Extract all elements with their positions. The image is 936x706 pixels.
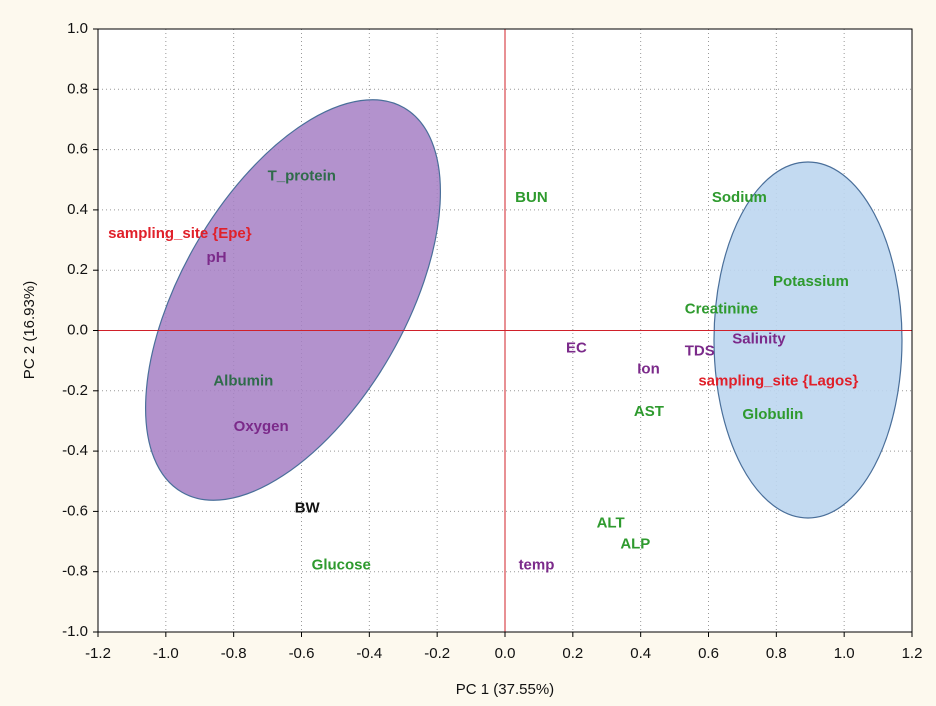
y-tick-label: -0.6 bbox=[62, 502, 88, 519]
y-tick-label: -0.8 bbox=[62, 563, 88, 580]
x-tick-label: -0.4 bbox=[356, 645, 382, 662]
y-tick-label: -0.2 bbox=[62, 382, 88, 399]
lagos-cluster-ellipse bbox=[713, 161, 903, 519]
point-label: Ion bbox=[637, 361, 660, 378]
point-label: BW bbox=[295, 499, 321, 516]
points: T_protein sampling_site {Epe} pH Albumin Oxy… bbox=[108, 168, 858, 574]
x-tick-label: -0.8 bbox=[221, 645, 247, 662]
x-tick-label: 1.2 bbox=[902, 645, 923, 662]
point-label: sampling_site {Epe} bbox=[108, 225, 252, 242]
point-label: Glucose bbox=[312, 557, 371, 574]
x-tick-label: -1.0 bbox=[153, 645, 179, 662]
x-tick-label: -0.6 bbox=[289, 645, 315, 662]
x-tick-label: 1.0 bbox=[834, 645, 855, 662]
x-tick-label: -1.2 bbox=[85, 645, 111, 662]
point-label: ALT bbox=[597, 514, 625, 531]
point-label: Salinity bbox=[732, 331, 786, 348]
point-label: TDS bbox=[685, 343, 715, 360]
epe-cluster-ellipse bbox=[144, 99, 442, 501]
point-label: sampling_site {Lagos} bbox=[698, 373, 858, 390]
x-tick-label: 0.0 bbox=[495, 645, 516, 662]
y-tick-label: 0.6 bbox=[67, 141, 88, 158]
point-label: temp bbox=[519, 557, 555, 574]
x-tick-label: 0.2 bbox=[562, 645, 583, 662]
y-tick-label: 1.0 bbox=[67, 20, 88, 37]
point-label: BUN bbox=[515, 189, 548, 206]
x-tick-label: 0.8 bbox=[766, 645, 787, 662]
y-tick-label: 0.2 bbox=[67, 261, 88, 278]
y-tick-label: 0.0 bbox=[67, 321, 88, 338]
reference-lines bbox=[98, 29, 912, 632]
x-tick-label: 0.6 bbox=[698, 645, 719, 662]
y-tick-label: -1.0 bbox=[62, 623, 88, 640]
point-label: Potassium bbox=[773, 273, 849, 290]
point-label: pH bbox=[207, 249, 227, 266]
y-tick-label: 0.8 bbox=[67, 80, 88, 97]
point-label: Creatinine bbox=[685, 300, 758, 317]
y-tick-label: -0.4 bbox=[62, 442, 88, 459]
y-tick-label: 0.4 bbox=[67, 201, 88, 218]
x-axis-label: PC 1 (37.55%) bbox=[456, 681, 554, 698]
point-label: Sodium bbox=[712, 189, 767, 206]
x-tick-label: 0.4 bbox=[630, 645, 651, 662]
x-tick-label: -0.2 bbox=[424, 645, 450, 662]
point-label: T_protein bbox=[268, 168, 336, 185]
point-label: EC bbox=[566, 340, 587, 357]
point-label: AST bbox=[634, 403, 664, 420]
point-label: Oxygen bbox=[234, 418, 289, 435]
point-label: ALP bbox=[620, 536, 650, 553]
y-axis-label: PC 2 (16.93%) bbox=[21, 281, 38, 379]
point-label: Albumin bbox=[213, 373, 273, 390]
point-label: Globulin bbox=[742, 406, 803, 423]
